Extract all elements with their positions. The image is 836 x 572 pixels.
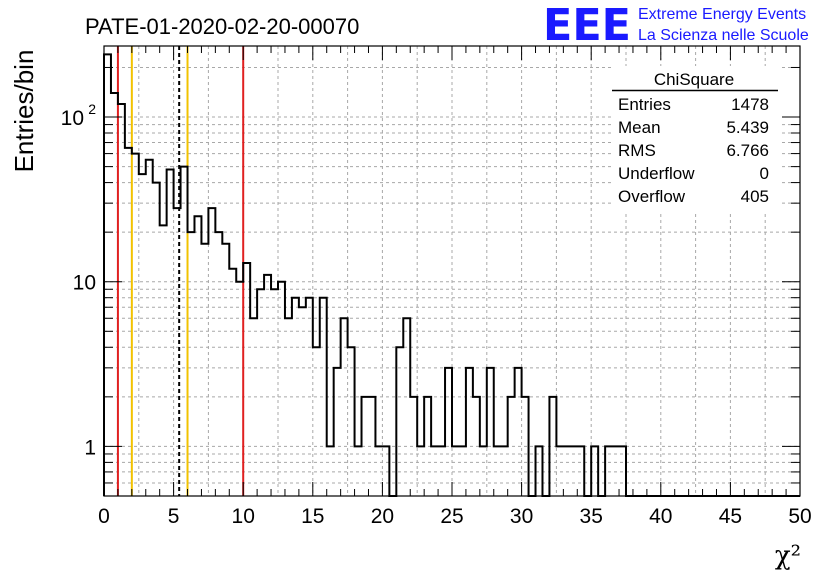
y-axis-title: Entries/bin <box>9 50 39 173</box>
x-axis-title: χ² <box>775 541 801 571</box>
x-tick-label: 50 <box>788 505 811 528</box>
x-tick-label: 45 <box>719 505 742 528</box>
chart-title: PATE-01-2020-02-20-00070 <box>85 14 359 39</box>
stats-rows: Entries 1478 Mean 5.439 RMS 6.766 Underflow 0 Ov… <box>618 95 769 206</box>
x-tick-label: 35 <box>580 505 603 528</box>
stats-label: Entries <box>618 95 671 114</box>
stats-value: 1478 <box>731 95 769 114</box>
x-tick-label: 10 <box>232 505 255 528</box>
y-tick-label: 1 <box>84 436 96 459</box>
eee-logo: EEE Extreme Energy Events La Scienza nel… <box>543 0 809 51</box>
stats-label: RMS <box>618 141 656 160</box>
x-tick-label: 15 <box>301 505 324 528</box>
x-axis: 0 5 10 15 20 25 30 35 40 45 50 <box>98 46 812 528</box>
histogram-series <box>103 53 800 497</box>
stats-value: 5.439 <box>726 118 769 137</box>
x-tick-label: 0 <box>98 505 110 528</box>
x-tick-label: 30 <box>510 505 533 528</box>
x-tick-label: 40 <box>649 505 672 528</box>
y-tick-label-exponent: 2 <box>88 101 96 117</box>
y-tick-label: 10 <box>61 107 84 130</box>
stats-box: ChiSquare Entries 1478 Mean 5.439 RMS 6.766 Un… <box>611 66 779 211</box>
stats-value: 6.766 <box>726 141 769 160</box>
eee-logo-line2: La Scienza nelle Scuole <box>638 27 809 44</box>
stats-title: ChiSquare <box>654 70 734 89</box>
stats-label: Mean <box>618 118 661 137</box>
x-tick-label: 25 <box>440 505 463 528</box>
eee-logo-text: EEE <box>543 0 631 51</box>
cut-lines <box>116 46 245 496</box>
eee-logo-line1: Extreme Energy Events <box>638 6 806 23</box>
x-tick-label: 20 <box>371 505 394 528</box>
stats-label: Underflow <box>618 164 695 183</box>
stats-value: 405 <box>741 187 769 206</box>
stats-value: 0 <box>760 164 769 183</box>
x-tick-label: 5 <box>168 505 180 528</box>
y-tick-label: 10 <box>73 272 96 295</box>
stats-label: Overflow <box>618 187 686 206</box>
